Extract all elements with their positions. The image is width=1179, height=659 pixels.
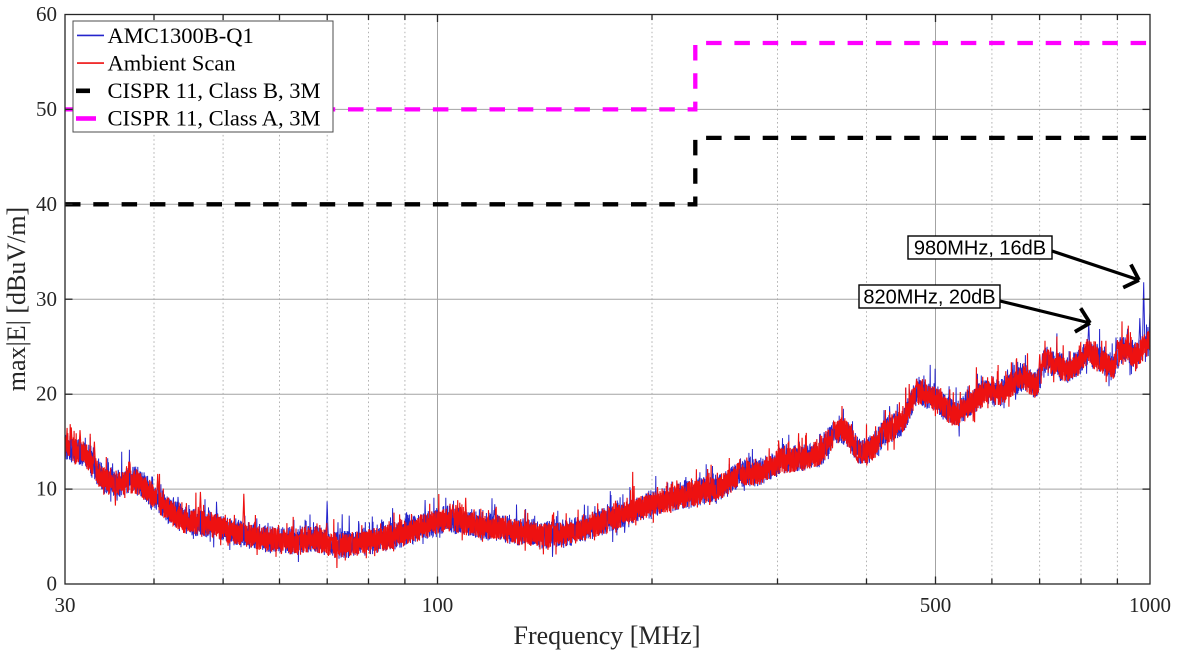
svg-text:60: 60 — [36, 2, 57, 26]
svg-text:980MHz, 16dB: 980MHz, 16dB — [914, 238, 1046, 260]
svg-text:500: 500 — [920, 593, 952, 617]
svg-text:Ambient Scan: Ambient Scan — [108, 51, 236, 76]
svg-text:50: 50 — [36, 97, 57, 121]
svg-text:820MHz, 20dB: 820MHz, 20dB — [863, 287, 995, 309]
svg-text:1000: 1000 — [1129, 593, 1171, 617]
svg-text:10: 10 — [36, 477, 57, 501]
svg-text:Frequency [MHz]: Frequency [MHz] — [514, 621, 701, 650]
svg-text:CISPR 11, Class B, 3M: CISPR 11, Class B, 3M — [108, 78, 321, 103]
svg-text:40: 40 — [36, 192, 57, 216]
svg-text:100: 100 — [422, 593, 454, 617]
svg-text:30: 30 — [36, 287, 57, 311]
svg-text:max|E| [dBuV/m]: max|E| [dBuV/m] — [2, 207, 31, 391]
svg-text:CISPR 11, Class A, 3M: CISPR 11, Class A, 3M — [108, 106, 321, 131]
svg-text:20: 20 — [36, 382, 57, 406]
svg-text:AMC1300B-Q1: AMC1300B-Q1 — [108, 23, 254, 48]
svg-text:0: 0 — [47, 572, 58, 596]
svg-text:30: 30 — [55, 593, 76, 617]
